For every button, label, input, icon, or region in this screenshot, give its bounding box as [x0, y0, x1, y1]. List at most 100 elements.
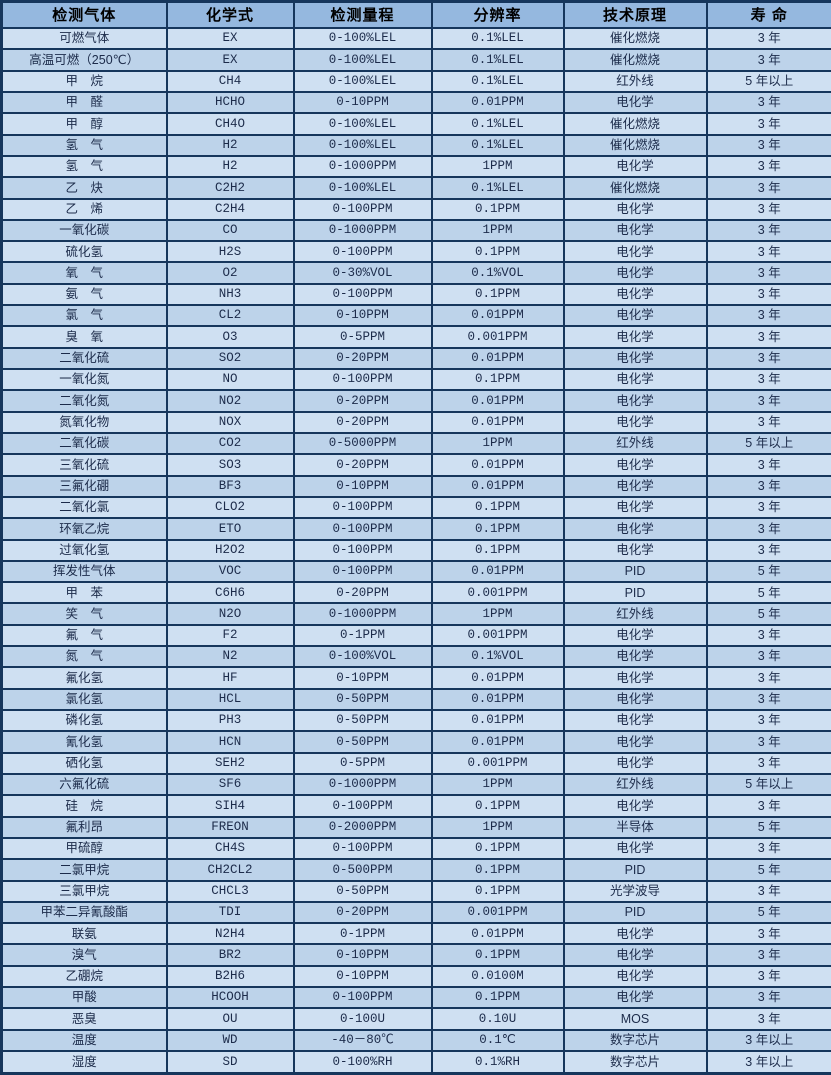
gas-name-cell: 氰化氢	[0, 730, 168, 754]
lifespan-cell: 3 年	[705, 26, 831, 51]
lifespan-cell: 3 年	[705, 666, 831, 690]
lifespan-cell: 3 年	[705, 133, 831, 157]
lifespan-cell: 3 年	[705, 218, 831, 243]
detection-range-cell: 0-50PPM	[292, 730, 433, 754]
technology-cell: 电化学	[562, 197, 708, 221]
resolution-cell: 0.1PPM	[430, 282, 565, 307]
technology-cell: 电化学	[562, 986, 708, 1010]
resolution-cell: 0.01PPM	[430, 559, 565, 584]
chemical-formula-cell: F2	[165, 623, 295, 648]
resolution-cell: 0.01PPM	[430, 410, 565, 434]
gas-name-cell: 三氯甲烷	[0, 879, 168, 903]
lifespan-cell: 5 年以上	[705, 431, 831, 456]
resolution-cell: 0.0100M	[430, 964, 565, 989]
table-row: 一氧化碳 CO 0-1000PPM 1PPM 电化学 3 年	[0, 218, 831, 243]
table-row: 甲 苯 C6H6 0-20PPM 0.001PPM PID 5 年	[0, 581, 831, 605]
chemical-formula-cell: VOC	[165, 559, 295, 584]
lifespan-cell: 3 年	[705, 922, 831, 946]
technology-cell: 电化学	[562, 730, 708, 754]
resolution-cell: 0.01PPM	[430, 474, 565, 498]
resolution-cell: 0.01PPM	[430, 346, 565, 371]
detection-range-cell: 0-1000PPM	[292, 218, 433, 243]
detection-range-cell: 0-100PPM	[292, 495, 433, 520]
detection-range-cell: 0-50PPM	[292, 879, 433, 903]
table-row: 一氧化氮 NO 0-100PPM 0.1PPM 电化学 3 年	[0, 367, 831, 392]
detection-range-cell: 0-100PPM	[292, 986, 433, 1010]
resolution-cell: 0.1PPM	[430, 517, 565, 541]
table-row: 磷化氢 PH3 0-50PPM 0.01PPM 电化学 3 年	[0, 708, 831, 733]
table-row: 氢 气 H2 0-1000PPM 1PPM 电化学 3 年	[0, 154, 831, 179]
technology-cell: PID	[562, 900, 708, 925]
table-row: 乙 炔 C2H2 0-100%LEL 0.1%LEL 催化燃烧 3 年	[0, 176, 831, 200]
detection-range-cell: 0-100%LEL	[292, 48, 433, 72]
resolution-cell: 0.1PPM	[430, 836, 565, 861]
gas-name-cell: 甲 醇	[0, 112, 168, 136]
chemical-formula-cell: B2H6	[165, 964, 295, 989]
lifespan-cell: 3 年	[705, 836, 831, 861]
chemical-formula-cell: CH4S	[165, 836, 295, 861]
chemical-formula-cell: PH3	[165, 708, 295, 733]
detection-range-cell: 0-20PPM	[292, 389, 433, 413]
column-header-chemical-formula: 化学式	[165, 0, 295, 29]
technology-cell: 电化学	[562, 154, 708, 179]
table-row: 臭 氧 O3 0-5PPM 0.001PPM 电化学 3 年	[0, 325, 831, 349]
chemical-formula-cell: H2	[165, 154, 295, 179]
resolution-cell: 0.001PPM	[430, 623, 565, 648]
technology-cell: 催化燃烧	[562, 26, 708, 51]
detection-range-cell: 0-100%LEL	[292, 26, 433, 51]
gas-name-cell: 甲硫醇	[0, 836, 168, 861]
technology-cell: 电化学	[562, 346, 708, 371]
technology-cell: 电化学	[562, 282, 708, 307]
lifespan-cell: 3 年	[705, 751, 831, 775]
technology-cell: 催化燃烧	[562, 48, 708, 72]
gas-name-cell: 氢 气	[0, 133, 168, 157]
gas-name-cell: 甲 醛	[0, 90, 168, 115]
detection-range-cell: 0-500PPM	[292, 858, 433, 882]
technology-cell: 电化学	[562, 218, 708, 243]
table-row: 氯 气 CL2 0-10PPM 0.01PPM 电化学 3 年	[0, 304, 831, 328]
resolution-cell: 0.001PPM	[430, 751, 565, 775]
chemical-formula-cell: HF	[165, 666, 295, 690]
technology-cell: PID	[562, 581, 708, 605]
technology-cell: 数字芯片	[562, 1050, 708, 1075]
lifespan-cell: 3 年	[705, 346, 831, 371]
resolution-cell: 0.1PPM	[430, 986, 565, 1010]
chemical-formula-cell: TDI	[165, 900, 295, 925]
table-row: 六氟化硫 SF6 0-1000PPM 1PPM 红外线 5 年以上	[0, 772, 831, 797]
detection-range-cell: 0-100PPM	[292, 197, 433, 221]
lifespan-cell: 3 年	[705, 645, 831, 669]
table-row: 可燃气体 EX 0-100%LEL 0.1%LEL 催化燃烧 3 年	[0, 26, 831, 51]
resolution-cell: 0.01PPM	[430, 389, 565, 413]
table-row: 甲酸 HCOOH 0-100PPM 0.1PPM 电化学 3 年	[0, 986, 831, 1010]
resolution-cell: 0.01PPM	[430, 730, 565, 754]
chemical-formula-cell: O2	[165, 261, 295, 285]
chemical-formula-cell: BR2	[165, 943, 295, 967]
table-row: 甲苯二异氰酸酯 TDI 0-20PPM 0.001PPM PID 5 年	[0, 900, 831, 925]
lifespan-cell: 5 年	[705, 559, 831, 584]
table-row: 温度 WD -40－80℃ 0.1℃ 数字芯片 3 年以上	[0, 1028, 831, 1053]
detection-range-cell: 0-20PPM	[292, 900, 433, 925]
lifespan-cell: 3 年	[705, 197, 831, 221]
table-row: 联氨 N2H4 0-1PPM 0.01PPM 电化学 3 年	[0, 922, 831, 946]
detection-range-cell: 0-100PPM	[292, 517, 433, 541]
resolution-cell: 0.1PPM	[430, 495, 565, 520]
gas-name-cell: 二氯甲烷	[0, 858, 168, 882]
chemical-formula-cell: SO3	[165, 453, 295, 477]
gas-name-cell: 氮氧化物	[0, 410, 168, 434]
resolution-cell: 0.1%LEL	[430, 112, 565, 136]
detection-range-cell: 0-10PPM	[292, 964, 433, 989]
table-row: 二氧化碳 CO2 0-5000PPM 1PPM 红外线 5 年以上	[0, 431, 831, 456]
lifespan-cell: 3 年	[705, 623, 831, 648]
chemical-formula-cell: EX	[165, 48, 295, 72]
lifespan-cell: 3 年	[705, 48, 831, 72]
resolution-cell: 1PPM	[430, 602, 565, 626]
technology-cell: 电化学	[562, 687, 708, 712]
detection-range-cell: 0-5000PPM	[292, 431, 433, 456]
table-row: 二氧化氯 CLO2 0-100PPM 0.1PPM 电化学 3 年	[0, 495, 831, 520]
lifespan-cell: 5 年	[705, 900, 831, 925]
lifespan-cell: 3 年以上	[705, 1028, 831, 1053]
technology-cell: 电化学	[562, 410, 708, 434]
lifespan-cell: 5 年以上	[705, 772, 831, 797]
detection-range-cell: 0-30%VOL	[292, 261, 433, 285]
gas-name-cell: 氯 气	[0, 304, 168, 328]
